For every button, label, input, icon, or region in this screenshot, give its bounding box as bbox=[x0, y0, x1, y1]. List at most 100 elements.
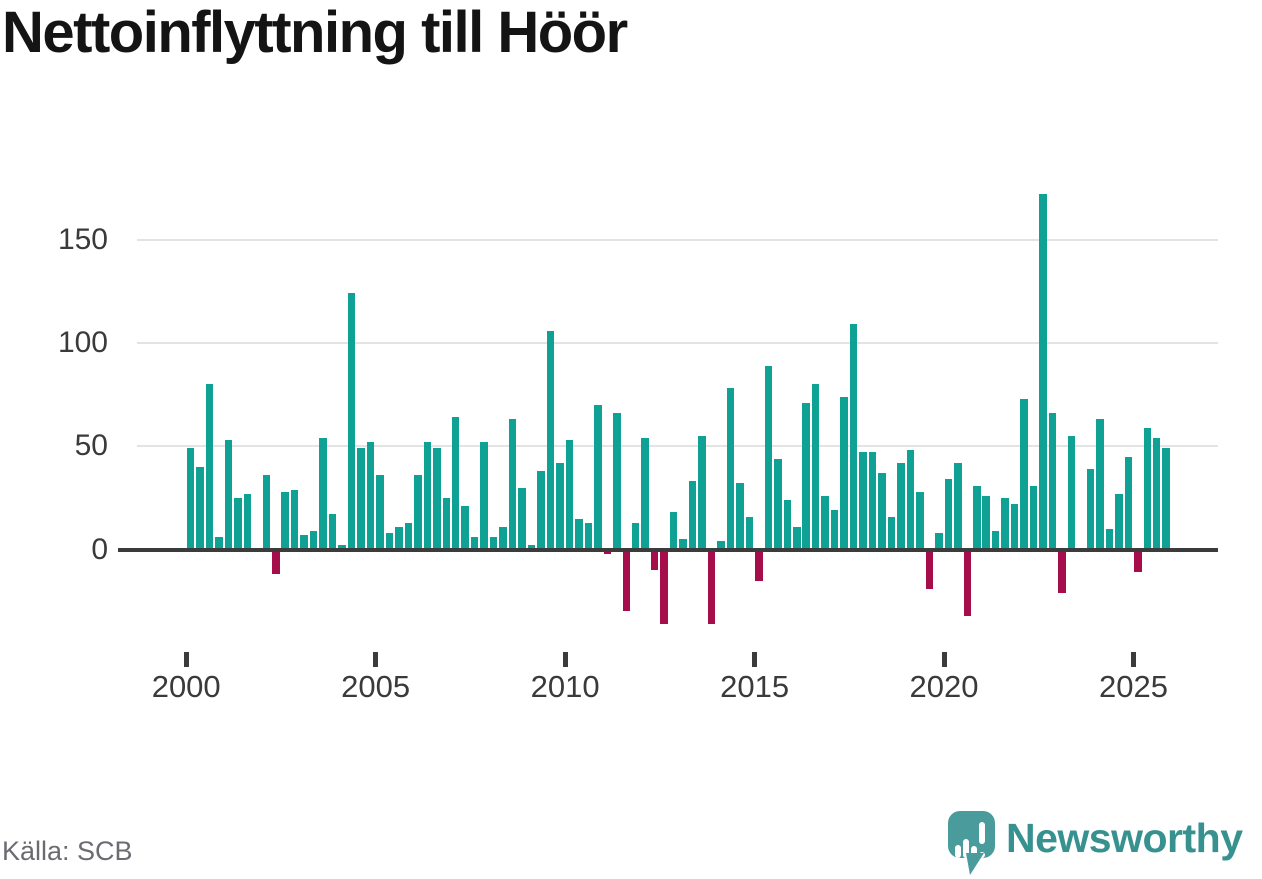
bar-2003q1 bbox=[300, 535, 308, 550]
gridline-y-100 bbox=[137, 342, 1218, 344]
bar-2001q3 bbox=[243, 493, 252, 550]
bar-2008q4 bbox=[518, 487, 526, 550]
x-axis-label-2000: 2000 bbox=[151, 669, 221, 704]
source-label: Källa: SCB bbox=[2, 836, 133, 866]
bar-2025q1 bbox=[1134, 549, 1142, 573]
newsworthy-logo: Newsworthy bbox=[946, 809, 1262, 879]
bar-2021q1 bbox=[982, 495, 990, 550]
bar-2014q2 bbox=[726, 388, 735, 550]
x-axis-tick-2000 bbox=[183, 652, 189, 667]
x-axis-label-2010: 2010 bbox=[530, 669, 600, 704]
bar-2019q4 bbox=[935, 533, 943, 550]
bar-2000q3 bbox=[205, 384, 214, 550]
bar-2012q4 bbox=[669, 512, 678, 550]
bar-2005q2 bbox=[385, 533, 394, 550]
bar-2025q2 bbox=[1143, 427, 1152, 550]
bar-2020q3 bbox=[963, 549, 972, 616]
bar-2013q1 bbox=[679, 539, 687, 550]
bar-2007q4 bbox=[480, 442, 488, 550]
bar-2020q2 bbox=[954, 462, 962, 550]
x-axis-label-2025: 2025 bbox=[1099, 669, 1168, 704]
bar-2011q3 bbox=[622, 549, 631, 612]
bar-2006q3 bbox=[433, 448, 441, 550]
bar-2011q1 bbox=[603, 549, 612, 554]
bar-2006q4 bbox=[442, 497, 451, 550]
bar-2014q3 bbox=[736, 483, 744, 550]
bar-2020q4 bbox=[973, 485, 981, 550]
bar-2022q4 bbox=[1048, 413, 1057, 550]
bar-2023q4 bbox=[1086, 469, 1095, 550]
bar-2001q2 bbox=[234, 497, 242, 550]
bar-2017q1 bbox=[830, 510, 839, 550]
bar-2022q2 bbox=[1029, 485, 1038, 550]
bar-2022q1 bbox=[1020, 398, 1028, 550]
newsworthy-bubble-tail bbox=[966, 853, 984, 875]
bar-2009q4 bbox=[556, 462, 564, 550]
bar-2014q4 bbox=[745, 516, 754, 550]
bar-2004q2 bbox=[347, 293, 356, 550]
bar-2003q2 bbox=[309, 530, 318, 550]
bar-2004q3 bbox=[357, 448, 365, 550]
bar-2006q1 bbox=[414, 475, 422, 550]
bar-2022q3 bbox=[1039, 194, 1047, 550]
gridline-y-150 bbox=[137, 238, 1218, 241]
bar-2019q1 bbox=[906, 450, 915, 550]
bar-2007q3 bbox=[470, 537, 479, 550]
bar-2012q1 bbox=[641, 438, 649, 550]
bar-2004q4 bbox=[366, 442, 375, 550]
x-axis-tick-2015 bbox=[752, 652, 758, 667]
bar-2005q3 bbox=[395, 526, 403, 550]
bar-2021q3 bbox=[1001, 497, 1009, 550]
bar-2003q3 bbox=[319, 438, 327, 550]
bar-2017q2 bbox=[840, 396, 848, 550]
bar-2002q3 bbox=[281, 491, 289, 550]
bar-2015q1 bbox=[755, 549, 763, 581]
bar-2013q3 bbox=[698, 435, 706, 550]
bar-2000q4 bbox=[215, 537, 223, 550]
bar-2015q2 bbox=[764, 365, 773, 550]
x-axis-tick-2025 bbox=[1131, 652, 1136, 667]
bar-2020q1 bbox=[944, 479, 953, 550]
x-axis-tick-2010 bbox=[562, 652, 568, 667]
bar-2011q4 bbox=[631, 522, 640, 550]
x-axis-tick-2020 bbox=[941, 652, 947, 667]
bar-2013q2 bbox=[688, 481, 697, 550]
bar-2000q2 bbox=[196, 466, 204, 550]
bar-2000q1 bbox=[186, 448, 195, 550]
bar-2021q4 bbox=[1010, 504, 1019, 550]
chart-title: Nettoinflyttning till Höör bbox=[2, 0, 628, 65]
y-axis-label-150: 150 bbox=[57, 222, 108, 256]
bar-2007q1 bbox=[451, 417, 460, 550]
x-axis-line bbox=[118, 547, 1218, 552]
bar-2025q3 bbox=[1152, 438, 1161, 550]
bar-2010q2 bbox=[575, 518, 583, 550]
newsworthy-wordmark: Newsworthy bbox=[1006, 815, 1243, 861]
bar-2004q1 bbox=[338, 545, 346, 550]
bar-2021q2 bbox=[991, 530, 1000, 550]
bar-2013q4 bbox=[707, 549, 716, 624]
y-axis-label-100: 100 bbox=[57, 326, 108, 359]
bar-2016q4 bbox=[821, 495, 829, 550]
bar-2002q4 bbox=[290, 489, 299, 550]
bar-2010q1 bbox=[565, 440, 574, 550]
bar-2015q3 bbox=[774, 458, 782, 550]
bar-2016q1 bbox=[793, 526, 801, 550]
bar-2009q1 bbox=[527, 545, 536, 550]
bar-2010q4 bbox=[594, 405, 602, 550]
bar-2012q2 bbox=[650, 549, 659, 571]
bar-2017q3 bbox=[849, 324, 858, 550]
bar-2018q3 bbox=[887, 516, 896, 550]
bar-2012q3 bbox=[660, 549, 668, 624]
bar-2008q1 bbox=[489, 537, 498, 550]
bar-2016q2 bbox=[802, 402, 810, 550]
bar-2019q3 bbox=[925, 549, 934, 589]
bar-2018q4 bbox=[897, 462, 905, 550]
bar-2006q2 bbox=[423, 442, 432, 550]
bar-2015q4 bbox=[783, 499, 792, 550]
bar-2008q3 bbox=[508, 419, 517, 550]
bar-2008q2 bbox=[499, 526, 507, 550]
x-axis-tick-2005 bbox=[373, 652, 379, 667]
bar-2014q1 bbox=[717, 541, 725, 550]
bar-2009q2 bbox=[537, 471, 545, 550]
